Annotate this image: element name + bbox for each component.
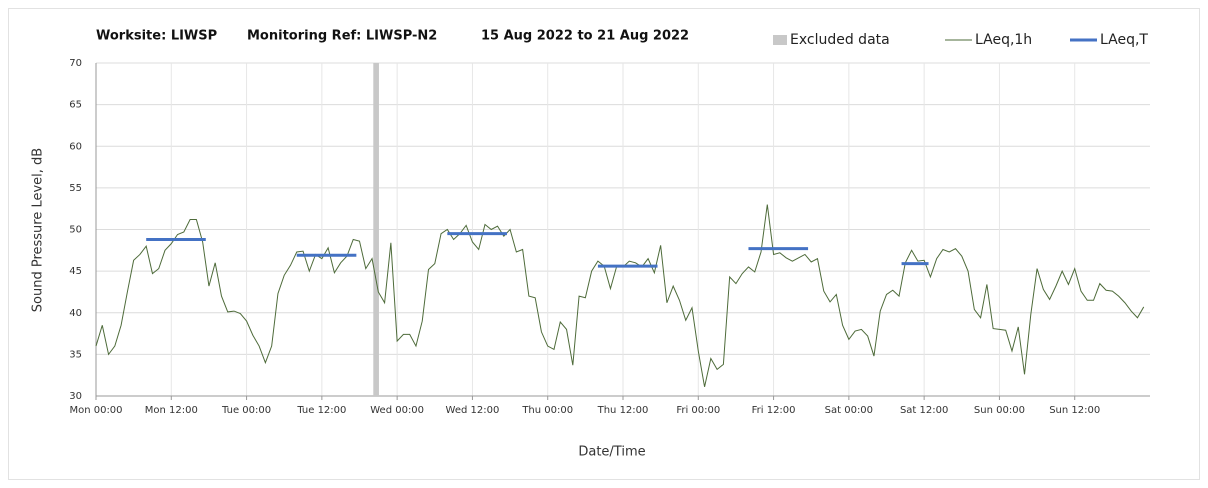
x-tick-label: Wed 00:00 <box>370 405 424 416</box>
x-tick-label: Sun 12:00 <box>1049 405 1100 416</box>
y-tick-label: 60 <box>69 141 82 152</box>
x-tick-label: Mon 00:00 <box>69 405 122 416</box>
x-tick-label: Tue 12:00 <box>296 405 346 416</box>
x-tick-label: Mon 12:00 <box>145 405 198 416</box>
x-tick-label: Thu 00:00 <box>521 405 573 416</box>
x-tick-label: Sat 00:00 <box>825 405 873 416</box>
y-tick-label: 55 <box>69 183 82 194</box>
x-tick-label: Fri 00:00 <box>676 405 720 416</box>
legend-label: LAeq,T <box>1100 32 1148 48</box>
y-axis-label: Sound Pressure Level, dB <box>31 148 46 312</box>
x-tick-label: Wed 12:00 <box>446 405 500 416</box>
chart-title: 15 Aug 2022 to 21 Aug 2022 <box>481 29 689 44</box>
legend-swatch <box>773 35 787 45</box>
y-tick-label: 65 <box>69 100 82 111</box>
y-tick-label: 70 <box>69 58 82 69</box>
chart-title: Worksite: LIWSP <box>96 29 217 44</box>
legend-label: Excluded data <box>790 32 890 48</box>
frame <box>8 8 1200 480</box>
x-tick-label: Fri 12:00 <box>752 405 796 416</box>
legend-label: LAeq,1h <box>975 32 1032 48</box>
y-tick-label: 50 <box>69 225 82 236</box>
chart-title: Monitoring Ref: LIWSP-N2 <box>247 29 437 44</box>
y-tick-label: 35 <box>69 349 82 360</box>
x-axis-label: Date/Time <box>578 445 645 460</box>
excluded-band <box>373 63 379 396</box>
x-tick-label: Sun 00:00 <box>974 405 1025 416</box>
y-tick-label: 40 <box>69 308 82 319</box>
y-tick-label: 30 <box>69 391 82 402</box>
y-tick-label: 45 <box>69 266 82 277</box>
line-series <box>95 204 1145 387</box>
x-tick-label: Tue 00:00 <box>221 405 271 416</box>
x-tick-label: Sat 12:00 <box>900 405 948 416</box>
x-tick-label: Thu 12:00 <box>597 405 649 416</box>
